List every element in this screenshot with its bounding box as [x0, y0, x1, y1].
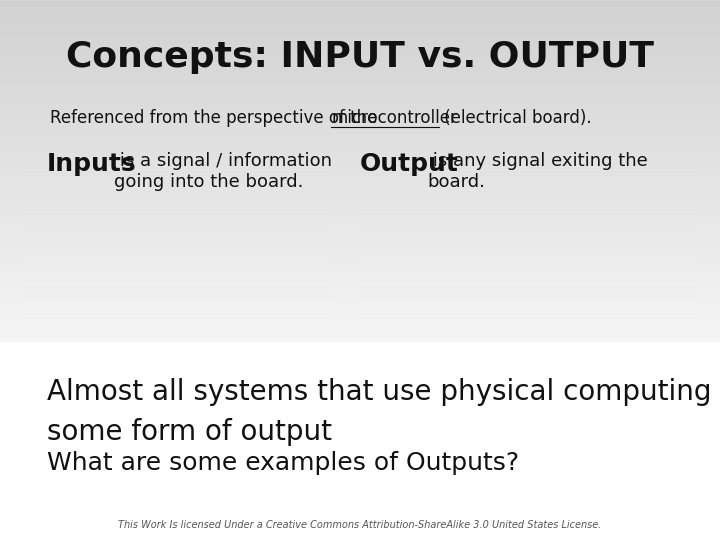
FancyBboxPatch shape: [360, 162, 698, 346]
Text: is any signal exiting the
board.: is any signal exiting the board.: [427, 152, 648, 191]
Text: Output: Output: [360, 152, 459, 176]
Text: Concepts: INPUT vs. OUTPUT: Concepts: INPUT vs. OUTPUT: [66, 40, 654, 73]
Text: microcontroller: microcontroller: [331, 109, 457, 127]
Text: Referenced from the perspective of the: Referenced from the perspective of the: [50, 109, 383, 127]
Text: Almost all systems that use physical computing will have: Almost all systems that use physical com…: [47, 378, 720, 406]
FancyBboxPatch shape: [22, 162, 331, 346]
Text: Inputs: Inputs: [47, 152, 136, 176]
Text: some form of output: some form of output: [47, 418, 332, 447]
Text: (electrical board).: (electrical board).: [439, 109, 592, 127]
Text: This Work Is licensed Under a Creative Commons Attribution-ShareAlike 3.0 United: This Work Is licensed Under a Creative C…: [118, 520, 602, 530]
Text: is a signal / information 
going into the board.: is a signal / information going into the…: [114, 152, 338, 191]
Text: What are some examples of Outputs?: What are some examples of Outputs?: [47, 451, 519, 475]
